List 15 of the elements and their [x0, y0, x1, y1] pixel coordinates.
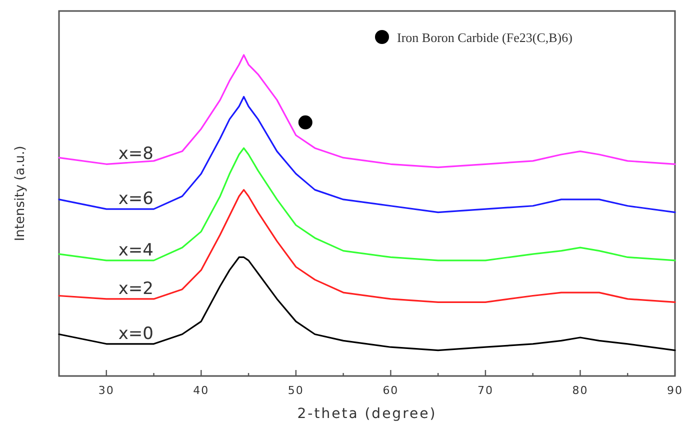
x-tick-label: 40	[193, 384, 210, 397]
x-tick-label: 80	[572, 384, 588, 397]
x-tick-label: 50	[288, 384, 304, 397]
x-tick-label: 70	[477, 384, 494, 397]
x-axis-title: 2-theta (degree)	[297, 406, 437, 422]
series-label: x=2	[118, 278, 154, 299]
series-label: x=6	[118, 189, 154, 210]
y-axis-title: Intensity (a.u.)	[13, 146, 28, 242]
x-tick-label: 90	[667, 384, 683, 397]
series-label: x=0	[118, 324, 154, 344]
legend-label: Iron Boron Carbide (Fe23(C,B)6)	[397, 30, 572, 45]
x-tick-label: 30	[98, 384, 114, 397]
x-tick-label: 60	[382, 384, 399, 397]
series-label: x=4	[118, 240, 154, 260]
series-label: x=8	[118, 144, 154, 164]
